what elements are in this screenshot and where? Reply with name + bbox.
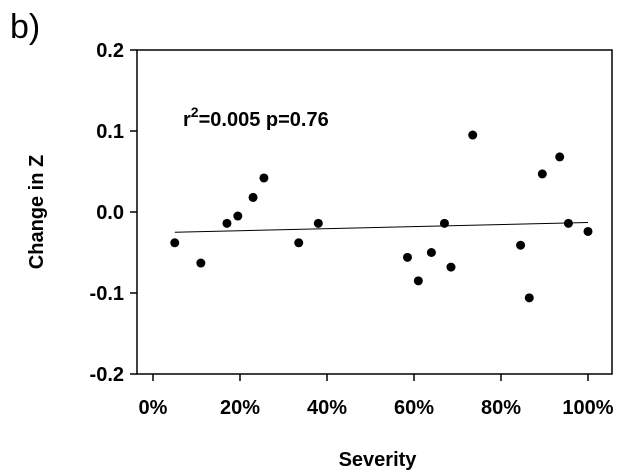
x-tick-label: 20% xyxy=(220,397,260,419)
data-point xyxy=(248,192,258,202)
data-points xyxy=(170,130,593,303)
x-tick-label: 80% xyxy=(481,397,521,419)
annotation-r: r xyxy=(183,109,191,131)
y-tick-label: 0.0 xyxy=(96,202,124,224)
data-point xyxy=(446,262,456,272)
data-point xyxy=(439,218,449,228)
stats-annotation: r2=0.005 p=0.76 xyxy=(183,104,329,131)
data-point xyxy=(413,276,423,286)
regression-line xyxy=(174,222,589,233)
x-tick-label: 60% xyxy=(394,397,434,419)
data-point xyxy=(259,173,269,183)
data-point xyxy=(426,248,436,257)
data-point xyxy=(537,169,547,179)
plot-area-frame xyxy=(136,49,613,375)
y-tick-label: 0.2 xyxy=(96,40,124,62)
y-tick-label: -0.2 xyxy=(90,364,124,386)
data-point xyxy=(222,218,232,228)
data-point xyxy=(516,240,526,250)
y-tick-label: -0.1 xyxy=(90,283,124,305)
data-point xyxy=(294,238,304,248)
y-axis: -0.2 -0.1 0.0 0.1 0.2 xyxy=(90,40,137,386)
y-axis-title: Change in Z xyxy=(26,155,48,269)
x-axis: 0% 20% 40% 60% 80% 100% xyxy=(139,374,614,419)
data-point xyxy=(563,218,573,228)
x-tick-label: 0% xyxy=(139,397,168,419)
data-point xyxy=(196,258,206,268)
annotation-stats: =0.005 p=0.76 xyxy=(199,109,329,131)
x-tick-label: 100% xyxy=(562,397,613,419)
data-point xyxy=(402,252,412,262)
data-point xyxy=(583,226,593,236)
data-point xyxy=(555,152,565,162)
data-point xyxy=(170,238,180,248)
annotation-r-exponent: 2 xyxy=(191,104,199,120)
x-axis-title: Severity xyxy=(339,449,418,471)
data-point xyxy=(313,218,323,228)
panel-label: b) xyxy=(10,8,40,46)
data-point xyxy=(233,211,243,221)
x-tick-label: 40% xyxy=(307,397,347,419)
y-tick-label: 0.1 xyxy=(96,121,124,143)
data-point xyxy=(468,130,478,140)
data-point xyxy=(524,293,534,303)
